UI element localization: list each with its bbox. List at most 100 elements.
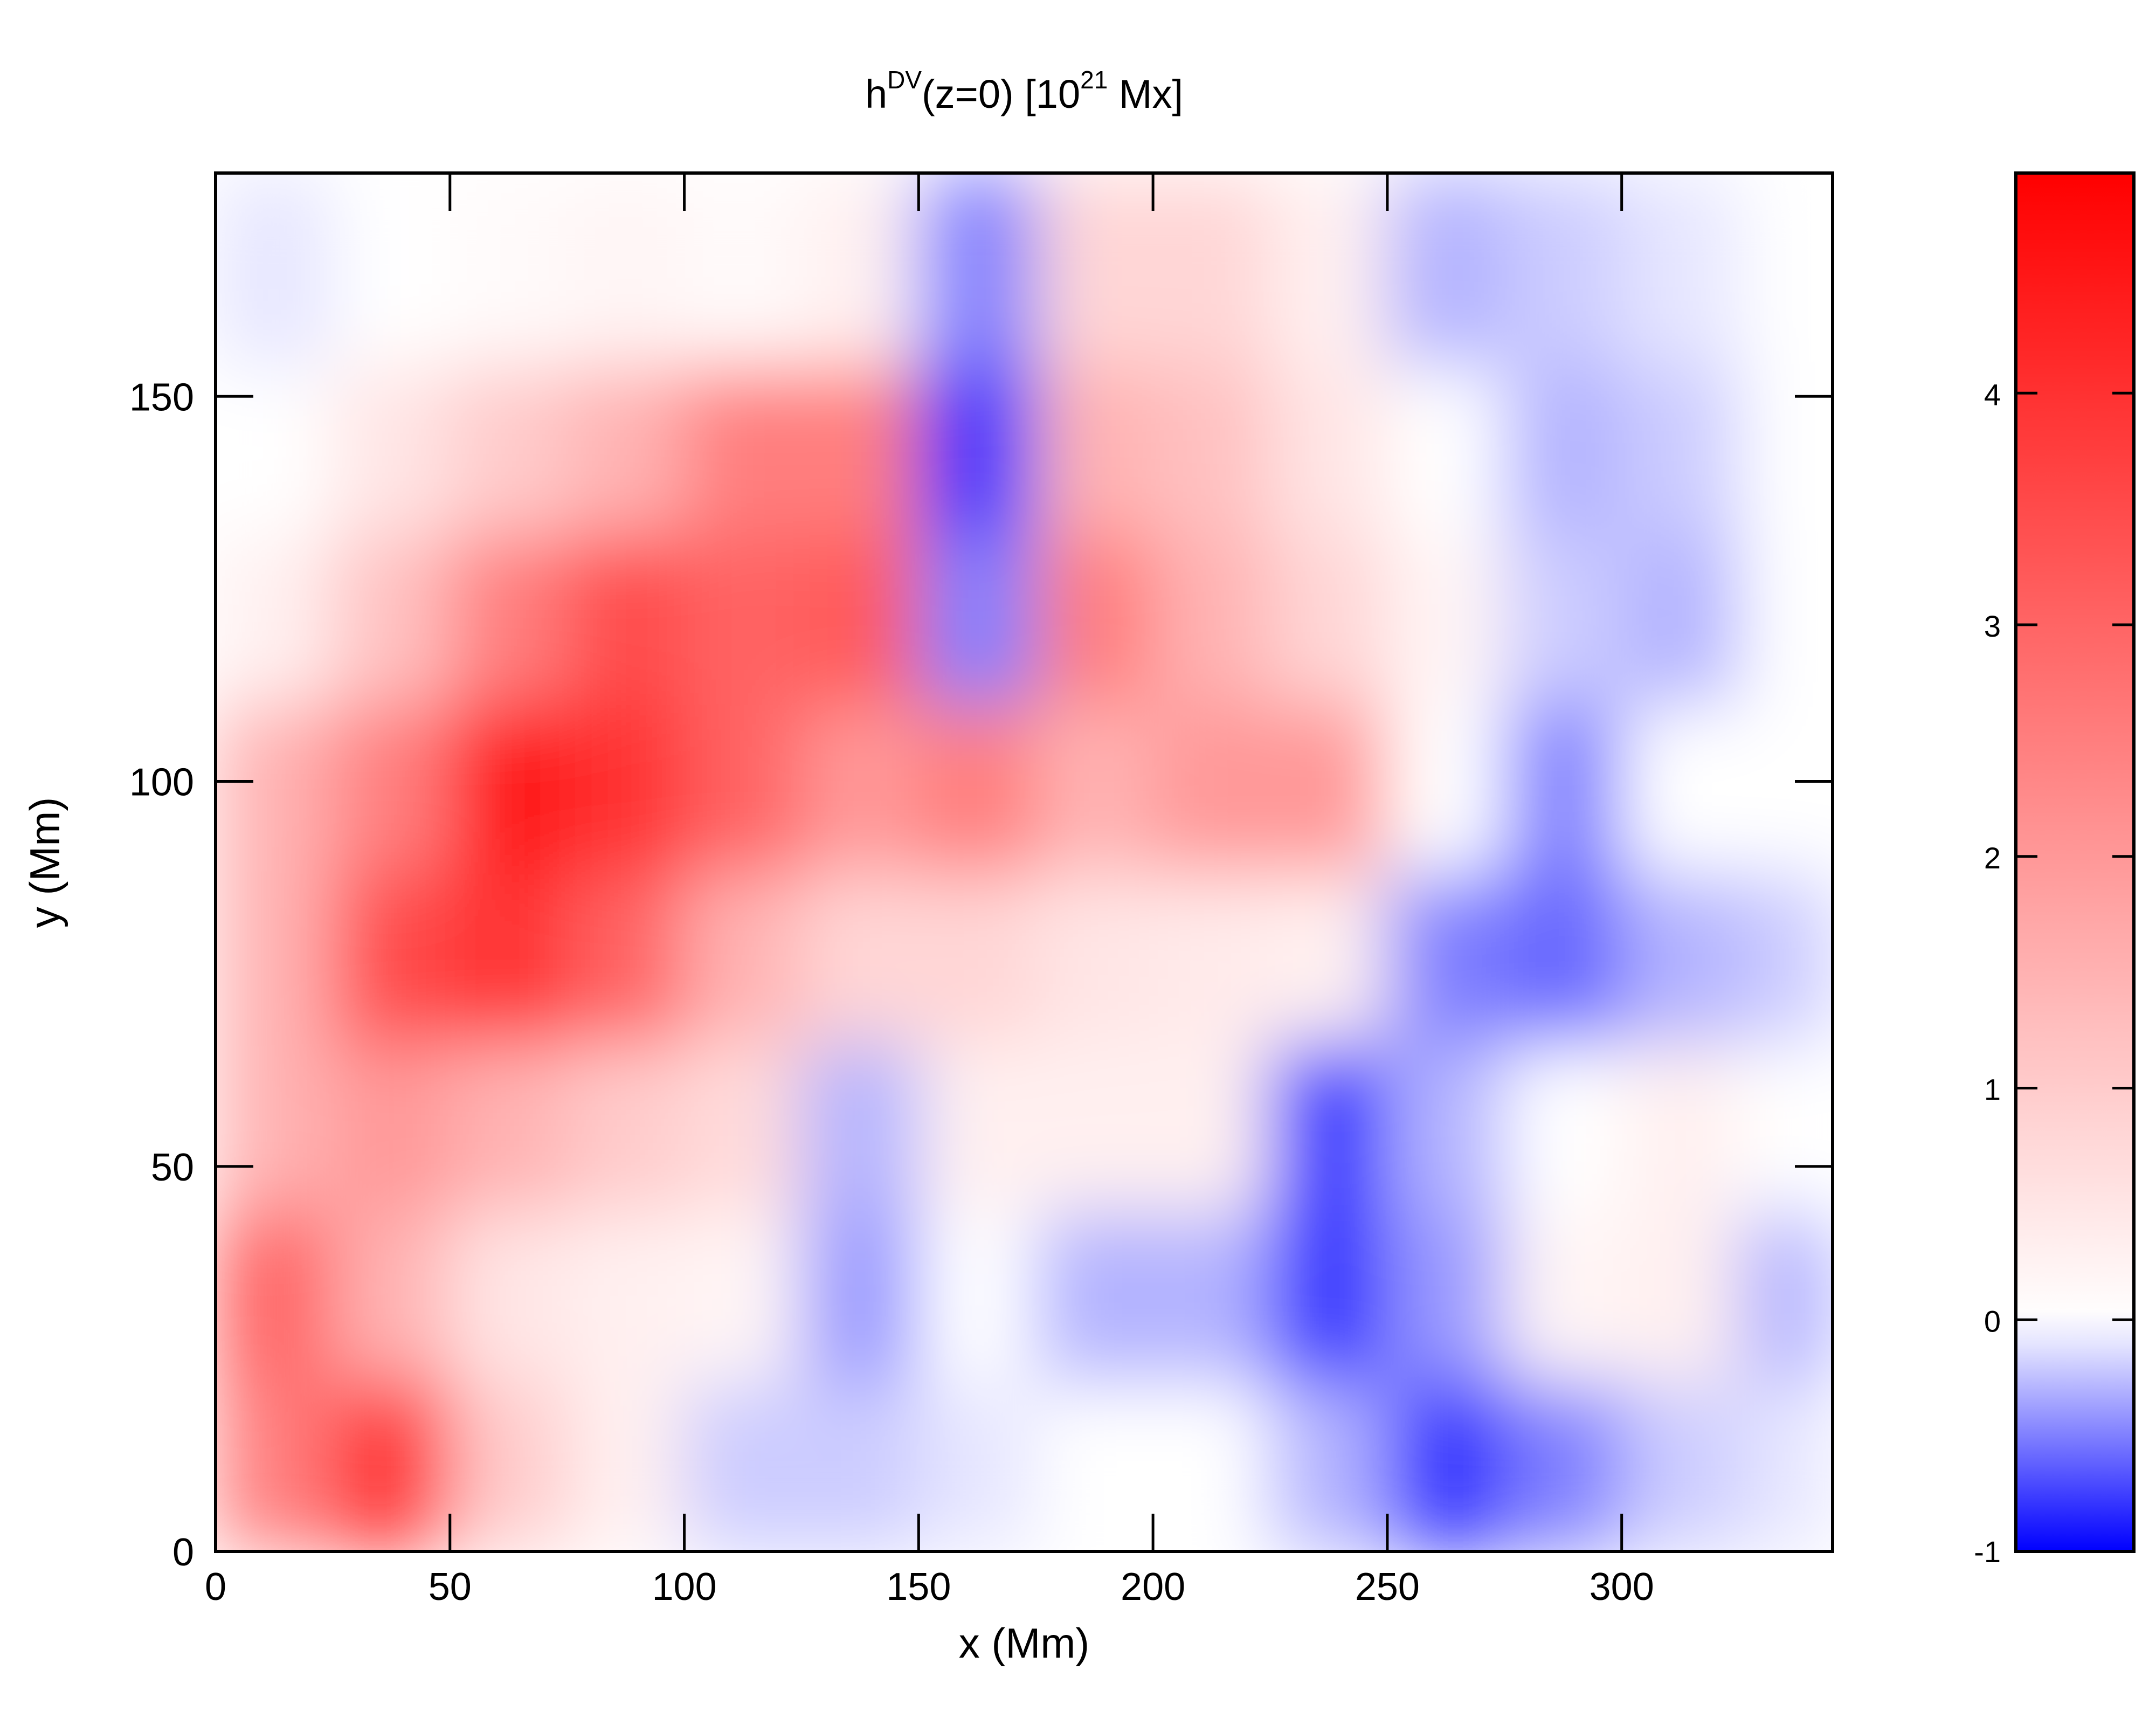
heatmap-cell (1739, 173, 1833, 367)
heatmap-cell (1035, 535, 1154, 705)
heatmap-cell (450, 1382, 568, 1551)
heatmap-cell (567, 365, 685, 536)
y-tick-label: 50 (151, 1146, 194, 1189)
x-tick-label: 300 (1590, 1565, 1654, 1609)
heatmap-cell (450, 1043, 568, 1213)
heatmap-cell (1270, 173, 1388, 367)
heatmap-cells (216, 173, 1833, 1551)
heatmap-cell (801, 873, 920, 1044)
heatmap-cell (1153, 1382, 1271, 1551)
x-tick-label: 250 (1355, 1565, 1420, 1609)
heatmap-cell (1153, 365, 1271, 536)
x-tick-label: 50 (429, 1565, 472, 1609)
heatmap-cell (1504, 365, 1622, 536)
heatmap-cell (801, 1043, 920, 1213)
heatmap-cell (1387, 535, 1505, 705)
heatmap-cell (1035, 1043, 1154, 1213)
heatmap-cell (801, 1212, 920, 1383)
heatmap-cell (1504, 873, 1622, 1044)
heatmap-cell (684, 173, 802, 367)
heatmap-cell (216, 173, 334, 367)
heatmap-cell (1153, 173, 1271, 367)
heatmap-cell (333, 1382, 451, 1551)
x-tick-label: 0 (205, 1565, 226, 1609)
heatmap-cell (1387, 704, 1505, 874)
heatmap-cell (918, 1043, 1036, 1213)
heatmap-cell (1739, 535, 1833, 705)
heatmap-cell (1035, 704, 1154, 874)
heatmap-cell (1504, 535, 1622, 705)
heatmap-cell (333, 704, 451, 874)
heatmap-cell (333, 365, 451, 536)
heatmap-cell (1035, 1212, 1154, 1383)
x-tick-label: 150 (886, 1565, 951, 1609)
heatmap-cell (450, 173, 568, 367)
heatmap-cell (567, 1043, 685, 1213)
colorbar (2014, 171, 2136, 1553)
heatmap-cell (1621, 365, 1740, 536)
heatmap-cell (1270, 535, 1388, 705)
heatmap-cell (684, 1212, 802, 1383)
heatmap-cell (1153, 1043, 1271, 1213)
heatmap-cell (918, 1212, 1036, 1383)
heatmap-cell (918, 365, 1036, 536)
heatmap-cell (333, 1212, 451, 1383)
heatmap-cell (1621, 1382, 1740, 1551)
heatmap-cell (567, 1212, 685, 1383)
heatmap-cell (450, 704, 568, 874)
heatmap-cell (1621, 873, 1740, 1044)
colorbar-tick-label: 4 (1984, 377, 2001, 411)
heatmap-cell (1270, 704, 1388, 874)
heatmap-cell (1621, 173, 1740, 367)
heatmap-cell (684, 1382, 802, 1551)
heatmap-cell (1387, 1043, 1505, 1213)
heatmap-cell (216, 1043, 334, 1213)
heatmap-cell (1504, 704, 1622, 874)
heatmap-cell (1621, 704, 1740, 874)
heatmap-cell (216, 1212, 334, 1383)
heatmap-cell (1621, 1043, 1740, 1213)
heatmap-cell (333, 873, 451, 1044)
heatmap-cell (333, 173, 451, 367)
colorbar-tick-label: 2 (1984, 841, 2001, 875)
heatmap-cell (1387, 1212, 1505, 1383)
heatmap-cell (801, 535, 920, 705)
heatmap-cell (1739, 365, 1833, 536)
y-tick-label: 100 (129, 761, 194, 804)
heatmap-cell (216, 704, 334, 874)
heatmap-cell (567, 535, 685, 705)
colorbar-tick-label: 1 (1984, 1073, 2001, 1107)
colorbar-tick-label: -1 (1974, 1535, 2001, 1569)
heatmap-cell (1270, 873, 1388, 1044)
heatmap-cell (1739, 1043, 1833, 1213)
heatmap-cell (1739, 873, 1833, 1044)
heatmap-cell (1153, 704, 1271, 874)
heatmap-cell (684, 1043, 802, 1213)
heatmap (216, 173, 1833, 1551)
heatmap-cell (918, 1382, 1036, 1551)
heatmap-cell (918, 704, 1036, 874)
heatmap-cell (684, 535, 802, 705)
x-axis-label: x (Mm) (959, 1619, 1090, 1667)
heatmap-cell (1153, 873, 1271, 1044)
heatmap-cell (801, 173, 920, 367)
colorbar-tick-label: 0 (1984, 1304, 2001, 1338)
heatmap-cell (450, 365, 568, 536)
heatmap-cell (567, 873, 685, 1044)
heatmap-cell (1504, 1043, 1622, 1213)
y-tick-label: 0 (172, 1531, 194, 1574)
heatmap-cell (1270, 1212, 1388, 1383)
heatmap-cell (801, 1382, 920, 1551)
title-part: Mx] (1108, 72, 1183, 116)
title-part: (z=0) [10 (922, 72, 1080, 116)
heatmap-cell (1153, 1212, 1271, 1383)
chart-title: hDV(z=0) [1021 Mx] (865, 66, 1183, 116)
heatmap-cell (1035, 873, 1154, 1044)
heatmap-cell (1387, 1382, 1505, 1551)
heatmap-cell (1270, 1382, 1388, 1551)
ticks: 0 50 100 150 200 250 300 0 50 100 150 -1 0 1 2 3 4 (129, 173, 2134, 1609)
heatmap-cell (450, 1212, 568, 1383)
heatmap-cell (1621, 1212, 1740, 1383)
heatmap-cell (918, 535, 1036, 705)
